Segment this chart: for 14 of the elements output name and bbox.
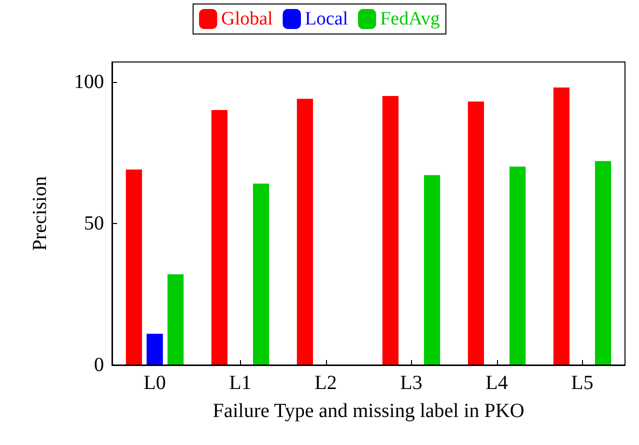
y-tick-label: 50 <box>84 212 104 234</box>
x-tick-label: L1 <box>229 372 252 394</box>
x-tick-label: L0 <box>144 372 166 394</box>
y-tick-label: 0 <box>94 354 104 376</box>
x-tick-label: L4 <box>486 372 508 394</box>
x-tick-label: L3 <box>400 372 422 394</box>
legend-label: FedAvg <box>380 8 440 30</box>
x-tick-label: L2 <box>314 372 337 394</box>
legend-label: Local <box>304 8 348 30</box>
y-tick-label: 100 <box>74 70 104 93</box>
x-axis-title: Failure Type and missing label in PKO <box>212 400 524 422</box>
x-tick-label: L5 <box>571 372 594 394</box>
y-axis-title: Precision <box>29 176 51 251</box>
legend-label: Global <box>221 8 273 30</box>
